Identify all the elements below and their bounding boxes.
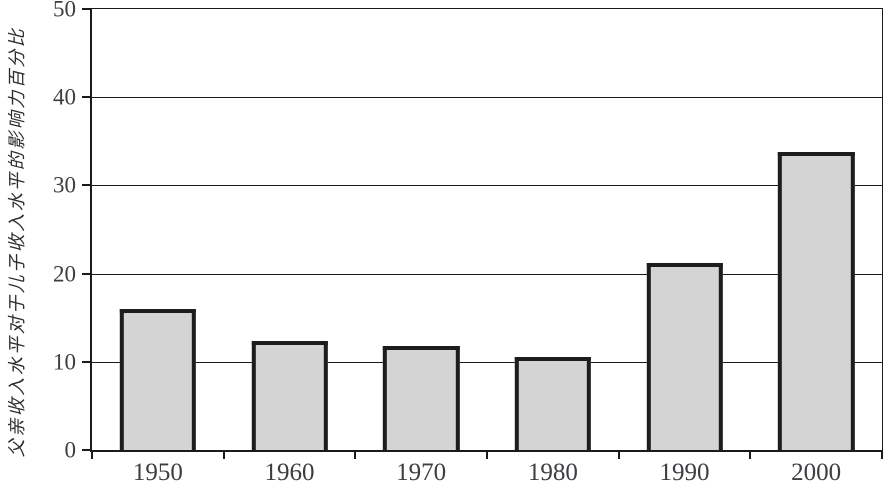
y-axis-tick-20 xyxy=(82,272,92,275)
gridline-20 xyxy=(92,273,882,275)
bar-1970 xyxy=(382,345,460,450)
x-tick-label-1970: 1970 xyxy=(396,459,447,486)
y-tick-label-40: 40 xyxy=(53,84,76,110)
y-tick-label-30: 30 xyxy=(53,172,76,198)
x-tick-label-1950: 1950 xyxy=(132,459,183,486)
bar-1980 xyxy=(514,356,592,450)
x-axis-tick-6 xyxy=(881,450,883,459)
y-tick-label-0: 0 xyxy=(64,437,77,463)
plot-area: 0 10 20 30 40 50 1950 1960 1970 1980 1990 2000 xyxy=(53,0,883,486)
y-axis-tick-10 xyxy=(82,360,92,363)
y-axis-tick-40 xyxy=(82,96,92,99)
x-axis-tick-4 xyxy=(617,450,620,459)
gridline-10 xyxy=(92,361,882,363)
y-tick-label-50: 50 xyxy=(53,0,76,22)
x-tick-label-2000: 2000 xyxy=(791,459,842,486)
gridline-30 xyxy=(92,185,882,187)
y-axis-tick-30 xyxy=(82,184,92,187)
x-tick-label-1990: 1990 xyxy=(659,459,710,486)
y-axis-tick-0 xyxy=(82,449,92,451)
x-axis-tick-5 xyxy=(749,450,752,459)
x-axis-tick-0 xyxy=(91,450,93,459)
y-axis-title: 父亲收入水平对于儿子收入水平的影响力百分比 xyxy=(7,26,27,458)
y-axis-tick-50 xyxy=(82,8,92,10)
x-axis-tick-1 xyxy=(222,450,225,459)
bar-1960 xyxy=(251,340,328,450)
y-tick-label-10: 10 xyxy=(53,349,76,375)
gridline-40 xyxy=(92,97,882,99)
bar-1950 xyxy=(119,308,197,450)
bar-2000 xyxy=(777,151,855,450)
y-tick-label-20: 20 xyxy=(53,261,76,287)
x-axis-tick-3 xyxy=(486,450,488,459)
x-axis-tick-2 xyxy=(354,450,357,459)
bar-1990 xyxy=(646,263,723,450)
x-tick-label-1980: 1980 xyxy=(527,459,578,486)
x-tick-label-1960: 1960 xyxy=(264,459,315,486)
